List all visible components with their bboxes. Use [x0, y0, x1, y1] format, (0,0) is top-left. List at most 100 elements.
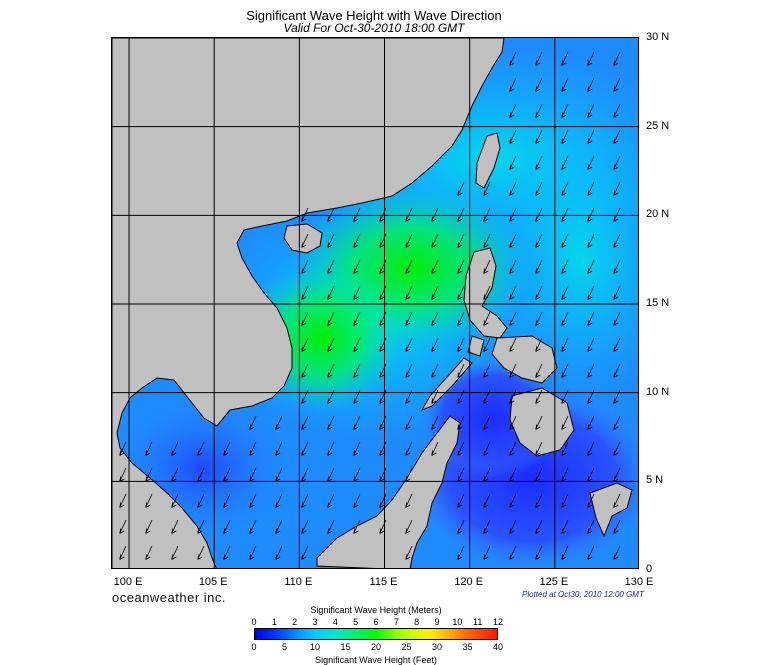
wave-arrow: [457, 415, 465, 430]
wave-arrow: [431, 389, 439, 404]
taiwan-island: [475, 132, 501, 189]
wave-arrow: [535, 181, 543, 196]
colorbar-meter-tick: 7: [393, 617, 399, 627]
colorbar-feet-tick: 30: [431, 642, 443, 652]
wave-arrow: [249, 441, 257, 456]
wave-arrow: [405, 519, 413, 534]
wave-arrow: [327, 285, 335, 300]
wave-arrow: [587, 259, 595, 274]
wave-arrow: [535, 363, 543, 378]
wave-arrow: [613, 129, 621, 144]
wave-arrow: [509, 493, 517, 508]
wave-arrow: [509, 545, 517, 560]
wave-arrow: [587, 155, 595, 170]
wave-arrow: [457, 259, 465, 274]
wave-arrow: [535, 311, 543, 326]
wave-arrow: [405, 207, 413, 222]
wave-arrow: [483, 519, 491, 534]
wave-arrow: [613, 207, 621, 222]
wave-arrow: [457, 441, 465, 456]
colorbar-feet-tick: 35: [462, 642, 473, 652]
chart-title: Significant Wave Height with Wave Direct…: [246, 8, 502, 23]
wave-arrow: [613, 285, 621, 300]
wave-arrow: [379, 519, 387, 534]
wave-arrow: [327, 311, 335, 326]
wave-arrow: [249, 519, 257, 534]
wave-arrow: [613, 519, 621, 534]
wave-arrow: [561, 51, 569, 66]
wave-arrow: [483, 493, 491, 508]
wave-arrow: [535, 259, 543, 274]
longitude-label: 130 E: [624, 576, 654, 588]
wave-arrow: [509, 155, 517, 170]
wave-arrow: [431, 259, 439, 274]
colorbar: [254, 628, 498, 640]
wave-arrow: [509, 285, 517, 300]
wave-arrow: [613, 337, 621, 352]
wave-arrow: [587, 233, 595, 248]
wave-arrow: [587, 181, 595, 196]
wave-arrow: [561, 441, 569, 456]
wave-arrow: [509, 441, 517, 456]
wave-arrow: [561, 285, 569, 300]
colorbar-title-meters: Significant Wave Height (Meters): [310, 605, 442, 615]
wave-arrow: [301, 337, 309, 352]
wave-arrow: [405, 337, 413, 352]
wave-arrow: [587, 519, 595, 534]
colorbar-meter-tick: 6: [373, 617, 379, 627]
wave-arrow: [171, 467, 179, 482]
wave-arrow: [405, 285, 413, 300]
wave-arrow: [613, 441, 621, 456]
wave-arrow: [509, 337, 517, 352]
wave-arrow: [223, 467, 231, 482]
longitude-label: 125 E: [539, 576, 569, 588]
wave-arrow: [145, 519, 153, 534]
wave-arrow: [275, 545, 283, 560]
wave-arrow: [223, 545, 231, 560]
latitude-label: 10 N: [646, 385, 670, 398]
wave-arrow: [119, 493, 127, 508]
wave-arrow: [327, 493, 335, 508]
wave-arrow: [561, 415, 569, 430]
wave-arrow: [405, 233, 413, 248]
wave-arrow: [561, 545, 569, 560]
wave-arrow: [197, 493, 205, 508]
wave-arrow: [587, 129, 595, 144]
wave-arrow: [327, 233, 335, 248]
wave-arrow: [379, 233, 387, 248]
lat-lon-grid: [112, 38, 638, 568]
wave-arrow: [301, 363, 309, 378]
wave-arrow: [587, 467, 595, 482]
wave-arrow: [613, 155, 621, 170]
latitude-label: 25 N: [646, 119, 670, 132]
wave-arrow: [249, 493, 257, 508]
wave-arrow: [249, 467, 257, 482]
hainan-island: [283, 223, 323, 254]
wave-arrow: [379, 389, 387, 404]
wave-arrow: [223, 493, 231, 508]
brand-logo-text: oceanweather inc.: [112, 590, 227, 605]
colorbar-meter-tick: 2: [292, 617, 298, 627]
wave-arrow: [197, 441, 205, 456]
wave-arrow: [301, 467, 309, 482]
wave-arrow: [145, 467, 153, 482]
wave-arrow: [171, 493, 179, 508]
wave-arrow: [587, 493, 595, 508]
wave-arrow: [535, 103, 543, 118]
wave-arrow: [587, 337, 595, 352]
wave-arrow: [561, 155, 569, 170]
wave-arrow: [405, 311, 413, 326]
wave-arrow: [587, 77, 595, 92]
wave-arrow: [483, 181, 491, 196]
wave-arrow: [353, 207, 361, 222]
latitude-label: 30 N: [646, 31, 670, 43]
longitude-label: 120 E: [454, 576, 484, 588]
plotted-timestamp: Plotted at Oct30, 2010 12:00 GMT: [522, 590, 644, 599]
wave-arrow: [223, 519, 231, 534]
wave-arrow: [613, 77, 621, 92]
wave-arrow: [509, 207, 517, 222]
wave-arrow: [561, 519, 569, 534]
wave-arrow: [405, 545, 413, 560]
wave-arrow: [249, 415, 257, 430]
wave-arrow: [535, 77, 543, 92]
